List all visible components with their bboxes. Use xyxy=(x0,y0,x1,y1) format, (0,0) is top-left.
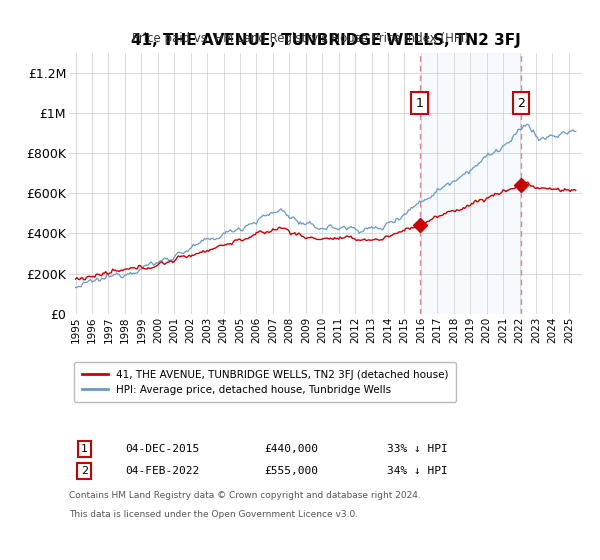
Text: Price paid vs. HM Land Registry's House Price Index (HPI): Price paid vs. HM Land Registry's House … xyxy=(131,32,469,45)
Text: 04-FEB-2022: 04-FEB-2022 xyxy=(125,466,200,476)
Title: 41, THE AVENUE, TUNBRIDGE WELLS, TN2 3FJ: 41, THE AVENUE, TUNBRIDGE WELLS, TN2 3FJ xyxy=(131,33,520,48)
Legend: 41, THE AVENUE, TUNBRIDGE WELLS, TN2 3FJ (detached house), HPI: Average price, d: 41, THE AVENUE, TUNBRIDGE WELLS, TN2 3FJ… xyxy=(74,362,455,402)
Text: 1: 1 xyxy=(81,444,88,454)
Text: 33% ↓ HPI: 33% ↓ HPI xyxy=(387,444,448,454)
Text: 1: 1 xyxy=(416,97,424,110)
Text: 34% ↓ HPI: 34% ↓ HPI xyxy=(387,466,448,476)
Text: 2: 2 xyxy=(517,97,525,110)
Text: This data is licensed under the Open Government Licence v3.0.: This data is licensed under the Open Gov… xyxy=(69,510,358,519)
Bar xyxy=(419,53,521,314)
Text: £440,000: £440,000 xyxy=(264,444,318,454)
Text: 04-DEC-2015: 04-DEC-2015 xyxy=(125,444,200,454)
Text: 2: 2 xyxy=(81,466,88,476)
Text: Contains HM Land Registry data © Crown copyright and database right 2024.: Contains HM Land Registry data © Crown c… xyxy=(69,491,421,501)
Text: £555,000: £555,000 xyxy=(264,466,318,476)
